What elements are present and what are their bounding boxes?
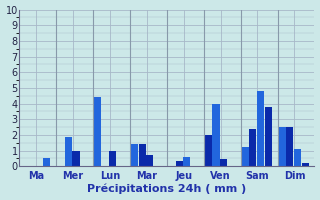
Bar [146,155,153,166]
Bar [286,127,293,166]
Bar [183,157,190,166]
Bar [176,161,183,166]
X-axis label: Précipitations 24h ( mm ): Précipitations 24h ( mm ) [87,184,246,194]
Bar [294,149,301,166]
Bar [43,158,50,166]
Bar [139,144,146,166]
Bar [220,159,227,166]
Bar [249,129,256,166]
Bar [205,135,212,166]
Bar [109,151,116,166]
Bar [212,104,220,166]
Bar [131,144,138,166]
Bar [257,91,264,166]
Bar [265,107,272,166]
Bar [302,163,309,166]
Bar [73,151,80,166]
Bar [94,97,101,166]
Bar [242,147,249,166]
Bar [65,137,72,166]
Bar [278,127,286,166]
